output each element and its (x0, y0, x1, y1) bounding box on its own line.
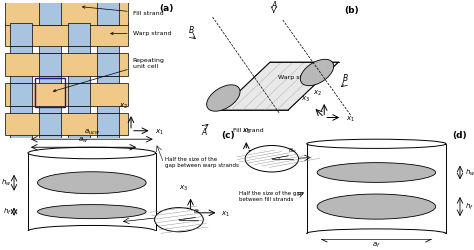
Ellipse shape (307, 139, 446, 148)
Circle shape (155, 208, 203, 232)
Ellipse shape (28, 147, 155, 159)
Bar (97, 53, 119, 76)
Text: B: B (188, 26, 193, 35)
Bar (97, 112, 119, 136)
Bar (68, 83, 90, 106)
Text: $x_1$: $x_1$ (346, 114, 355, 124)
Ellipse shape (207, 85, 240, 111)
Bar (97, 2, 119, 138)
Ellipse shape (307, 229, 446, 238)
Ellipse shape (301, 59, 334, 86)
Bar (35, 78, 65, 107)
Text: Half the size of the
gap between warp strands: Half the size of the gap between warp st… (165, 157, 239, 168)
Text: A: A (201, 128, 206, 137)
Bar (39, 112, 61, 136)
Text: $x_1$: $x_1$ (155, 128, 164, 137)
Ellipse shape (37, 172, 146, 194)
Text: (d): (d) (452, 131, 467, 140)
Text: Repeating
unit cell: Repeating unit cell (54, 58, 164, 92)
Bar (10, 83, 32, 106)
Text: $h_f$: $h_f$ (3, 206, 12, 217)
Text: A: A (271, 0, 276, 10)
Bar (26, 231, 158, 238)
Text: $x_2$: $x_2$ (118, 101, 128, 110)
Text: $\theta_w$: $\theta_w$ (288, 146, 298, 155)
Ellipse shape (317, 163, 436, 182)
Text: $a_{ucw}$: $a_{ucw}$ (84, 128, 100, 137)
Text: $x_3$: $x_3$ (179, 184, 188, 193)
Polygon shape (220, 62, 338, 110)
Ellipse shape (28, 226, 155, 237)
Text: $x_1$: $x_1$ (276, 147, 285, 156)
Bar (39, 53, 61, 76)
Bar (5, 24, 128, 46)
Bar (5, 2, 128, 25)
Text: B: B (343, 74, 348, 83)
Circle shape (245, 146, 299, 172)
Bar (39, 2, 61, 138)
Text: $h_f$: $h_f$ (465, 202, 474, 212)
Text: Warp strand: Warp strand (110, 31, 171, 36)
Text: $h_w$: $h_w$ (465, 168, 474, 177)
Ellipse shape (317, 194, 436, 219)
Bar (97, 2, 119, 25)
Text: (b): (b) (344, 6, 358, 16)
Text: $a_{ucf}$: $a_{ucf}$ (369, 248, 383, 250)
Bar (5, 53, 128, 76)
Text: $h_w$: $h_w$ (1, 178, 12, 188)
Bar (307, 144, 446, 234)
Bar (68, 2, 90, 138)
Text: Half the size of the gap
between fill strands: Half the size of the gap between fill st… (239, 191, 304, 202)
Ellipse shape (37, 204, 146, 219)
Text: $a_f$: $a_f$ (372, 240, 381, 250)
Bar (10, 24, 32, 46)
Text: (c): (c) (221, 131, 235, 140)
Text: $x_3$: $x_3$ (242, 126, 251, 136)
Text: Warp strand: Warp strand (278, 74, 317, 80)
Text: $a_w$: $a_w$ (78, 136, 88, 145)
Bar (10, 2, 32, 138)
Bar (5, 83, 128, 106)
Bar (304, 234, 448, 239)
Text: Fill strand: Fill strand (233, 128, 264, 134)
Bar (28, 153, 155, 231)
Text: (a): (a) (159, 4, 173, 13)
Bar (68, 24, 90, 46)
Text: $x_1$: $x_1$ (221, 209, 230, 218)
Bar (5, 112, 128, 136)
Text: Fill strand: Fill strand (82, 6, 164, 16)
Text: $x_3$: $x_3$ (301, 95, 310, 104)
Text: $\theta_f$: $\theta_f$ (193, 207, 201, 216)
Bar (39, 2, 61, 25)
Text: $x_2$: $x_2$ (313, 89, 322, 98)
